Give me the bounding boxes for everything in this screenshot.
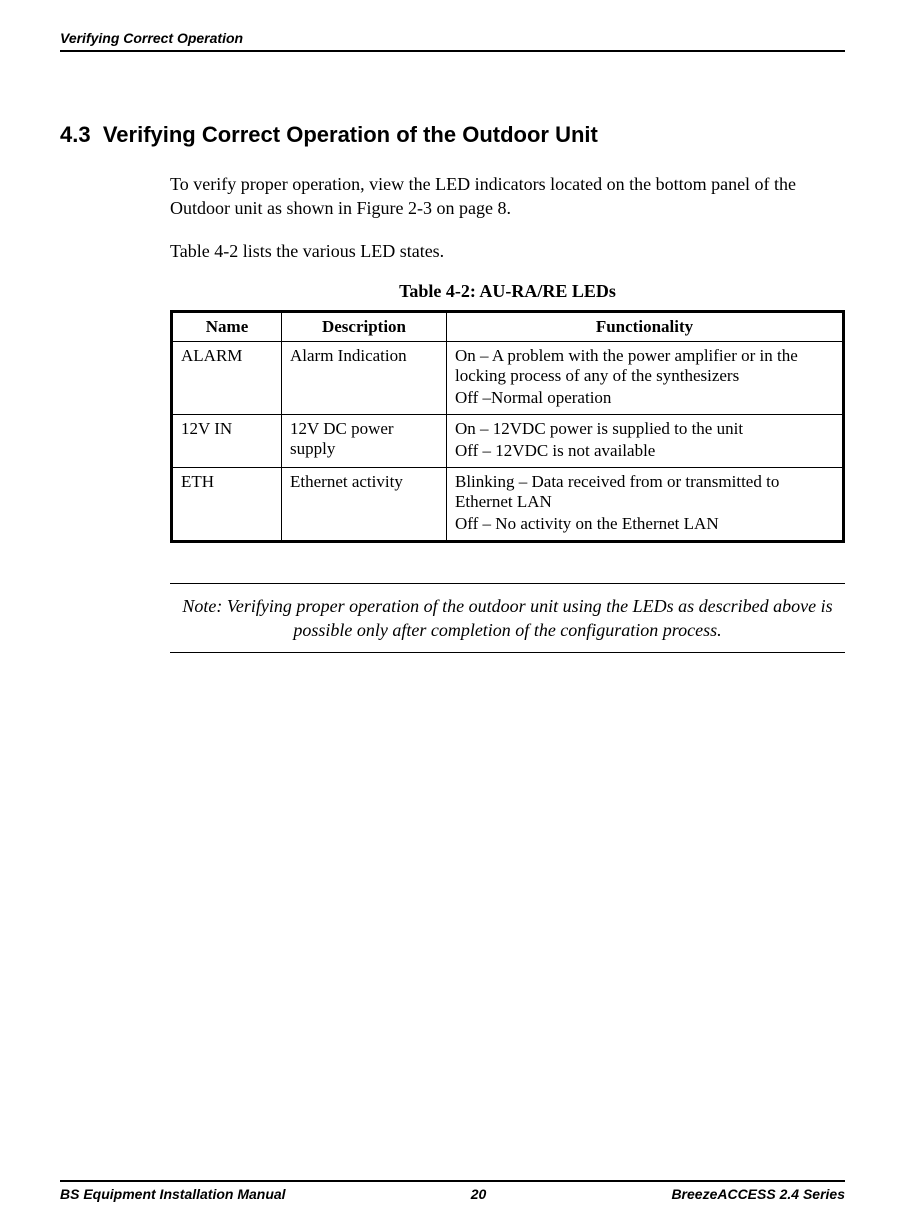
- note-block: Note: Verifying proper operation of the …: [170, 583, 845, 654]
- paragraph-2: Table 4-2 lists the various LED states.: [170, 239, 845, 263]
- cell-description: Ethernet activity: [282, 467, 447, 541]
- func-line: Off – 12VDC is not available: [455, 441, 834, 461]
- table-caption: Table 4-2: AU-RA/RE LEDs: [170, 281, 845, 302]
- func-line: Off –Normal operation: [455, 388, 834, 408]
- cell-description: 12V DC power supply: [282, 414, 447, 467]
- table-header-row: Name Description Functionality: [172, 311, 844, 341]
- cell-name: 12V IN: [172, 414, 282, 467]
- paragraph-1: To verify proper operation, view the LED…: [170, 172, 845, 221]
- footer-page-number: 20: [471, 1186, 487, 1202]
- cell-functionality: On – 12VDC power is supplied to the unit…: [447, 414, 844, 467]
- running-header: Verifying Correct Operation: [60, 30, 845, 52]
- section-number: 4.3: [60, 122, 91, 147]
- cell-description: Alarm Indication: [282, 341, 447, 414]
- func-line: On – 12VDC power is supplied to the unit: [455, 419, 834, 439]
- section-title: Verifying Correct Operation of the Outdo…: [103, 122, 598, 147]
- table-header-description: Description: [282, 311, 447, 341]
- table-row: ALARM Alarm Indication On – A problem wi…: [172, 341, 844, 414]
- section-heading: 4.3 Verifying Correct Operation of the O…: [60, 122, 845, 148]
- func-line: Off – No activity on the Ethernet LAN: [455, 514, 834, 534]
- page-footer: BS Equipment Installation Manual 20 Bree…: [60, 1180, 845, 1202]
- led-table: Name Description Functionality ALARM Ala…: [170, 310, 845, 543]
- table-header-name: Name: [172, 311, 282, 341]
- func-line: On – A problem with the power amplifier …: [455, 346, 834, 386]
- table-header-functionality: Functionality: [447, 311, 844, 341]
- table-row: ETH Ethernet activity Blinking – Data re…: [172, 467, 844, 541]
- table-row: 12V IN 12V DC power supply On – 12VDC po…: [172, 414, 844, 467]
- footer-left: BS Equipment Installation Manual: [60, 1186, 286, 1202]
- cell-functionality: Blinking – Data received from or transmi…: [447, 467, 844, 541]
- cell-name: ETH: [172, 467, 282, 541]
- footer-right: BreezeACCESS 2.4 Series: [671, 1186, 845, 1202]
- func-line: Blinking – Data received from or transmi…: [455, 472, 834, 512]
- cell-name: ALARM: [172, 341, 282, 414]
- cell-functionality: On – A problem with the power amplifier …: [447, 341, 844, 414]
